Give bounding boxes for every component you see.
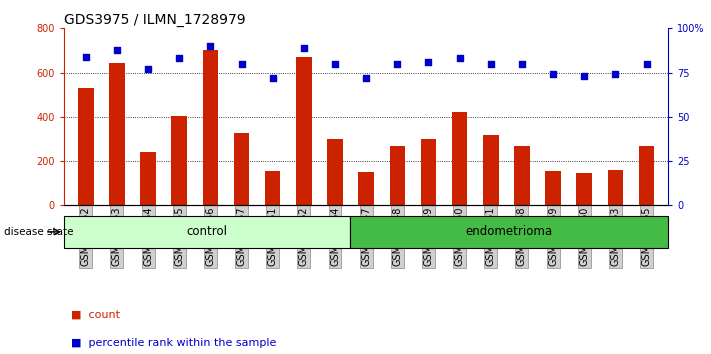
Text: ■  percentile rank within the sample: ■ percentile rank within the sample xyxy=(71,338,277,348)
Point xyxy=(173,56,185,61)
Bar xyxy=(351,216,668,248)
Text: GDS3975 / ILMN_1728979: GDS3975 / ILMN_1728979 xyxy=(64,13,245,27)
Bar xyxy=(483,135,498,205)
Point xyxy=(267,75,279,81)
Point xyxy=(454,56,465,61)
Bar xyxy=(451,113,467,205)
Text: disease state: disease state xyxy=(4,227,73,237)
Bar xyxy=(109,63,124,205)
Bar xyxy=(327,139,343,205)
Bar xyxy=(545,171,561,205)
Point xyxy=(610,72,621,77)
Point xyxy=(111,47,122,52)
Point xyxy=(485,61,496,67)
Bar xyxy=(608,170,623,205)
Text: ■  count: ■ count xyxy=(71,310,120,320)
Point xyxy=(547,72,559,77)
Point xyxy=(360,75,372,81)
Text: control: control xyxy=(186,225,228,238)
Bar xyxy=(421,139,437,205)
Bar xyxy=(203,51,218,205)
Bar xyxy=(514,145,530,205)
Bar xyxy=(577,172,592,205)
Bar xyxy=(234,133,250,205)
Point xyxy=(298,45,309,51)
Point xyxy=(641,61,652,67)
Point xyxy=(423,59,434,65)
Point xyxy=(392,61,403,67)
Bar xyxy=(390,146,405,205)
Point xyxy=(142,66,154,72)
Point xyxy=(236,61,247,67)
Point xyxy=(329,61,341,67)
Point xyxy=(205,43,216,49)
Bar xyxy=(265,171,281,205)
Bar xyxy=(78,88,94,205)
Point xyxy=(579,73,590,79)
Text: endometrioma: endometrioma xyxy=(466,225,553,238)
Point xyxy=(80,54,92,59)
Bar xyxy=(171,116,187,205)
Bar xyxy=(296,57,311,205)
Bar xyxy=(638,145,654,205)
Bar xyxy=(358,172,374,205)
Point xyxy=(516,61,528,67)
Bar xyxy=(140,152,156,205)
Bar xyxy=(64,216,351,248)
